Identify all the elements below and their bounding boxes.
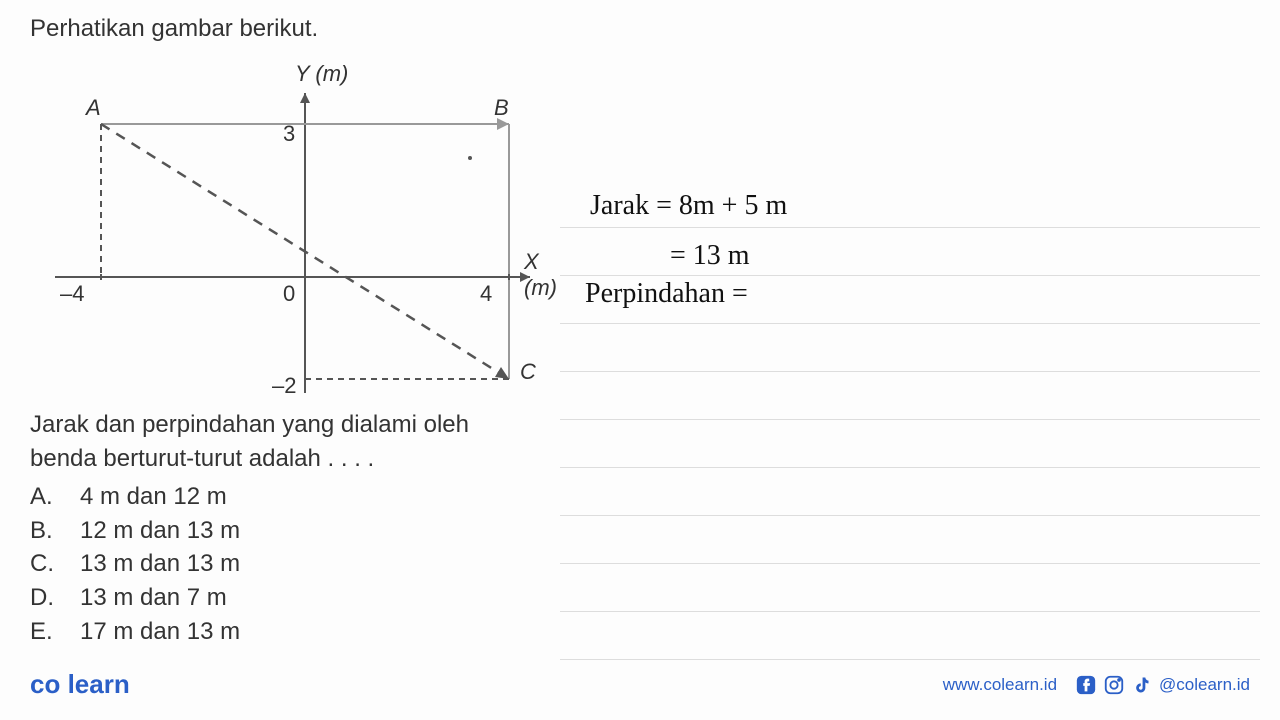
option-letter: E. [30, 615, 80, 649]
option-letter: D. [30, 581, 80, 615]
tiktok-icon[interactable] [1131, 674, 1153, 696]
option-text: 4 m dan 12 m [80, 480, 227, 514]
y-axis-label: Y (m) [295, 61, 348, 87]
tick-xpos: 4 [480, 281, 492, 307]
option-text: 12 m dan 13 m [80, 514, 240, 548]
social-icons: @colearn.id [1075, 674, 1250, 696]
physics-graph: Y (m) X (m) A B C –4 0 4 3 –2 [30, 53, 570, 393]
footer: co learn www.colearn.id @colearn.id [0, 669, 1280, 700]
question-text-line2: benda berturut-turut adalah . . . . [30, 445, 374, 472]
logo-learn: learn [68, 669, 130, 699]
logo: co learn [30, 669, 130, 700]
tick-ypos: 3 [283, 121, 295, 147]
point-a-label: A [86, 95, 101, 121]
option-text: 13 m dan 13 m [80, 547, 240, 581]
option-letter: A. [30, 480, 80, 514]
footer-right: www.colearn.id @colearn.id [943, 674, 1250, 696]
logo-dot [60, 669, 67, 699]
handwriting-line1: Jarak = 8m + 5 m [590, 190, 787, 222]
social-handle[interactable]: @colearn.id [1159, 675, 1250, 695]
handwriting-line3: Perpindahan = [585, 278, 748, 310]
tick-yneg: –2 [272, 373, 296, 399]
question-title: Perhatikan gambar berikut. [30, 15, 1250, 43]
point-c-label: C [520, 359, 536, 385]
option-letter: C. [30, 547, 80, 581]
question-text-line1: Jarak dan perpindahan yang dialami oleh [30, 411, 469, 438]
tick-origin: 0 [283, 281, 295, 307]
option-text: 17 m dan 13 m [80, 615, 240, 649]
handwriting-line2: = 13 m [670, 240, 750, 272]
instagram-icon[interactable] [1103, 674, 1125, 696]
question-text: Jarak dan perpindahan yang dialami oleh … [30, 408, 570, 475]
option-letter: B. [30, 514, 80, 548]
website-link[interactable]: www.colearn.id [943, 675, 1057, 695]
facebook-icon[interactable] [1075, 674, 1097, 696]
logo-co: co [30, 669, 60, 699]
point-b-label: B [494, 95, 509, 121]
tick-xneg: –4 [60, 281, 84, 307]
option-text: 13 m dan 7 m [80, 581, 227, 615]
